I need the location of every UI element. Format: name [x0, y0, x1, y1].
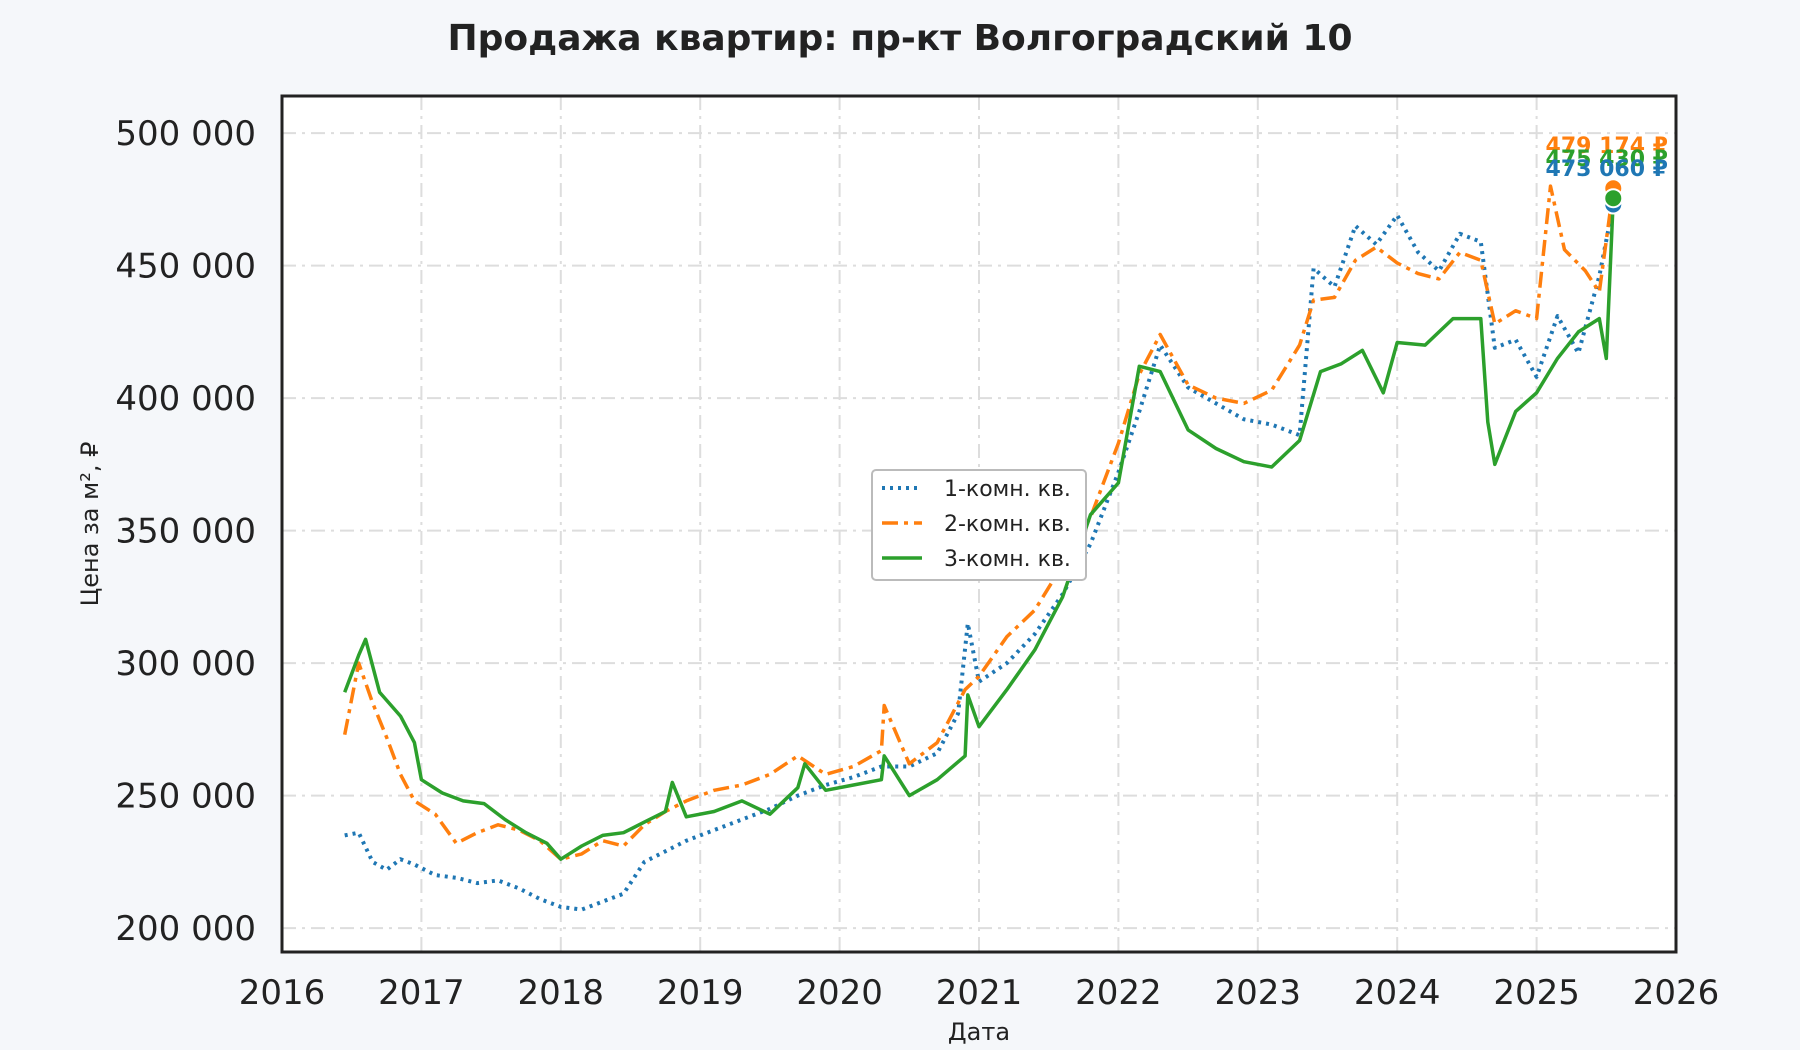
x-tick-label: 2020 — [796, 973, 883, 1013]
end-value-label: 473 060 ₽ — [1546, 157, 1668, 182]
legend: 1-комн. кв. 2-комн. кв. 3-комн. кв. — [871, 469, 1087, 581]
y-tick-label: 250 000 — [115, 777, 256, 817]
legend-label: 1-комн. кв. — [944, 477, 1071, 502]
series-lines — [342, 184, 1616, 912]
x-tick-label: 2022 — [1075, 973, 1162, 1013]
end-value-label: 475 430 ₽ — [1546, 147, 1668, 172]
legend-label: 3-комн. кв. — [944, 547, 1071, 572]
y-tick-label: 300 000 — [115, 644, 256, 684]
end-point-marker-3 — [1603, 188, 1624, 209]
grid — [282, 96, 1676, 952]
x-tick-label: 2017 — [378, 973, 465, 1013]
end-value-label: 479 174 ₽ — [1546, 134, 1668, 159]
y-tick-label: 200 000 — [115, 909, 256, 949]
x-axis-ticks: 2016 2017 2018 2019 2020 2021 2022 2023 2024 2025… — [239, 973, 1720, 1013]
y-tick-label: 400 000 — [115, 379, 256, 419]
x-tick-label: 2019 — [657, 973, 744, 1013]
chart-title: Продажа квартир: пр-кт Волгоградский 10 — [447, 18, 1352, 59]
x-tick-label: 2025 — [1493, 973, 1580, 1013]
y-tick-label: 500 000 — [115, 114, 256, 154]
x-tick-label: 2018 — [518, 973, 605, 1013]
y-axis-ticks: 200 000 250 000 300 000 350 000 400 000 450 0… — [115, 114, 256, 949]
y-axis-label: Цена за м², ₽ — [76, 442, 104, 607]
legend-label: 2-комн. кв. — [944, 512, 1071, 537]
x-tick-label: 2026 — [1633, 973, 1720, 1013]
plot-frame — [280, 94, 1678, 954]
x-axis-label: Дата — [948, 1018, 1010, 1046]
x-tick-label: 2024 — [1354, 973, 1441, 1013]
x-tick-label: 2023 — [1215, 973, 1302, 1013]
series-line-3 — [343, 198, 1616, 861]
legend-box — [871, 469, 1087, 581]
x-tick-label: 2016 — [239, 973, 326, 1013]
x-tick-label: 2021 — [936, 973, 1023, 1013]
end-markers: 479 174 ₽475 430 ₽473 060 ₽ — [1546, 134, 1668, 215]
y-tick-label: 350 000 — [115, 512, 256, 552]
y-tick-label: 450 000 — [115, 247, 256, 287]
